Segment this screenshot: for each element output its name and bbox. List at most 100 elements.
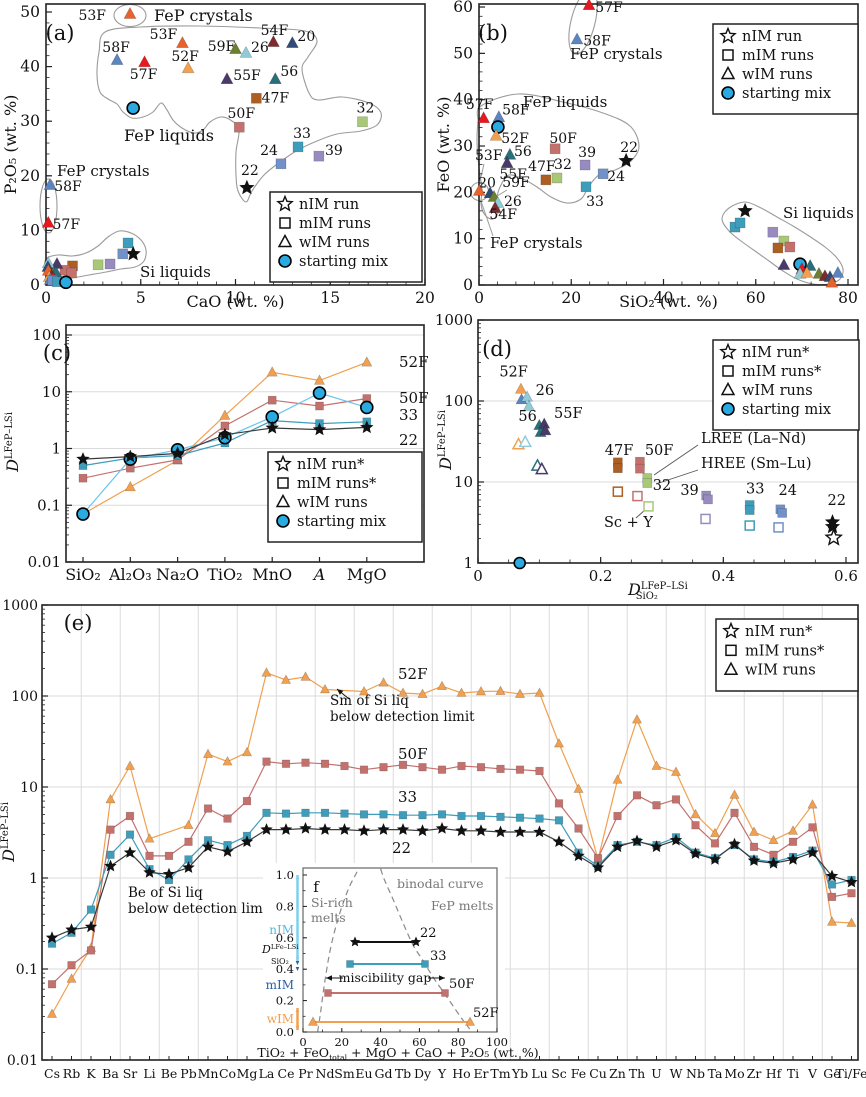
inset-letter: f (313, 878, 320, 896)
annotation-text: Sm of Si liq (330, 693, 409, 709)
element-label-Ta: Ta (708, 1066, 723, 1081)
point-label-55F: 55F (233, 68, 261, 84)
marker-tri (522, 399, 535, 411)
y-tick: 40 (453, 91, 473, 109)
marker-sq (92, 259, 104, 271)
y-tick: 50 (453, 44, 473, 62)
category-label: A (312, 565, 326, 584)
marker-sq (315, 401, 324, 411)
marker-tri (313, 374, 326, 385)
y-tick: 1000 (2, 598, 38, 614)
callout-Sc---Y: Sc + Y (604, 515, 653, 531)
marker-sq (117, 248, 129, 260)
marker-star (494, 825, 507, 838)
marker-tri (651, 760, 662, 770)
marker-tri (241, 746, 253, 757)
marker-star (845, 875, 858, 888)
element-label-Ge: Ge (823, 1066, 840, 1081)
marker-tri (553, 737, 565, 748)
marker-tri (825, 275, 839, 288)
y-tick: 20 (20, 167, 40, 185)
marker-sq (340, 761, 349, 771)
inset-bar-22: 22 (349, 926, 437, 947)
x-tick: 15 (320, 289, 340, 307)
y-tick: 100 (444, 392, 473, 410)
point-label-50F: 50F (549, 131, 577, 147)
category-label: TiO₂ (207, 565, 242, 584)
element-label-Gd: Gd (375, 1066, 393, 1081)
marker-tri-open (535, 461, 549, 475)
marker-star (265, 421, 279, 434)
y-tick: 30 (453, 137, 473, 155)
marker-star (201, 840, 215, 853)
marker-sq (778, 235, 790, 247)
element-label-Rb: Rb (63, 1066, 80, 1081)
inset-x-tick: 40 (373, 1035, 388, 1049)
marker-sq (223, 814, 232, 823)
marker-sq (86, 905, 96, 914)
point-label-39: 39 (325, 143, 343, 159)
marker-sq (301, 808, 310, 817)
marker-sq (476, 811, 486, 821)
marker-tri-open (275, 493, 291, 508)
y-tick: 0.01 (7, 1053, 38, 1069)
annotation-text: below detection limit (330, 709, 475, 725)
marker-sq (652, 801, 661, 810)
marker-star (825, 869, 839, 882)
marker-star (76, 452, 90, 465)
category-label: SiO₂ (65, 565, 101, 584)
marker-sq (767, 226, 779, 238)
marker-star (299, 822, 312, 834)
element-label-Ti: Ti (787, 1066, 799, 1081)
point-label-24: 24 (778, 483, 796, 499)
x-tick: 60 (746, 289, 766, 307)
marker-sq (281, 809, 291, 818)
element-label-Cu: Cu (589, 1066, 607, 1081)
group-data-points (511, 382, 844, 570)
legend-item-nIM-run: nIM run (299, 197, 359, 213)
y-axis-label: P₂O₅ (wt. %) (1, 95, 20, 195)
marker-star (410, 936, 422, 947)
marker-tri (110, 52, 124, 65)
region-label: FeP crystals (154, 6, 253, 25)
x-tick: 80 (838, 289, 858, 307)
marker-tri (729, 789, 740, 799)
element-label-Nb: Nb (686, 1066, 705, 1081)
marker-star (279, 823, 293, 835)
series-22 (76, 420, 374, 465)
point-label-33: 33 (293, 126, 311, 142)
panel-d-chart: 1000 100 10 10 0.2 0.4 0.6 LREE (La–Nd) HREE (Sm… (435, 311, 860, 602)
marker-tri (800, 265, 814, 278)
point-label-33: 33 (746, 482, 764, 498)
panel-letter: (a) (46, 21, 75, 45)
marker-sq-open (700, 513, 711, 525)
marker-tri (777, 257, 791, 270)
region-label: FeP crystals (57, 162, 150, 180)
inset-y-tick: 0.2 (276, 994, 294, 1008)
marker-star (162, 867, 176, 880)
element-label-La: La (259, 1066, 275, 1081)
marker-tri (709, 827, 721, 838)
element-label-Lu: Lu (531, 1066, 547, 1081)
series-50F (47, 757, 856, 989)
marker-tri (266, 366, 278, 377)
marker-sq (122, 237, 134, 249)
series-label-33: 33 (398, 788, 417, 806)
inset-text: binodal curve (397, 876, 484, 891)
marker-sq (476, 763, 486, 772)
marker-tri (66, 973, 77, 983)
marker-tri (43, 177, 57, 190)
marker-sq (418, 811, 427, 820)
marker-sq (398, 760, 408, 769)
legend-item-mIM-runs-: mIM runs* (742, 364, 822, 380)
marker-tri (670, 766, 682, 776)
legend-item-starting-mix: starting mix (299, 254, 388, 270)
marker-sq (106, 825, 115, 834)
element-label-Nd: Nd (316, 1066, 335, 1081)
x-tick: 20 (415, 289, 435, 307)
marker-sq (262, 757, 271, 766)
series-label-22: 22 (399, 431, 418, 449)
point-label-26: 26 (504, 194, 522, 210)
